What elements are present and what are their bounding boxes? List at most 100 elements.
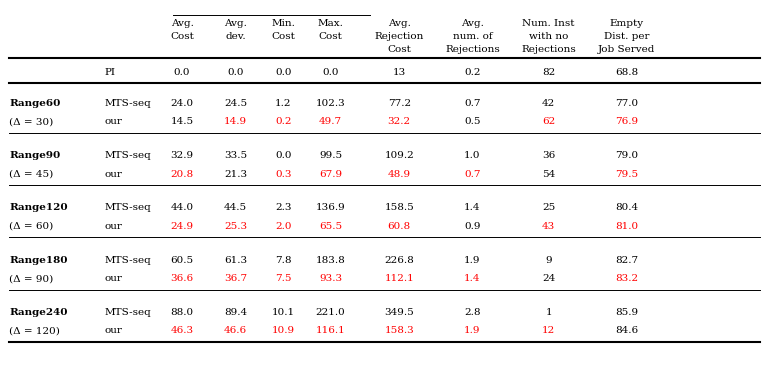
Text: Rejections: Rejections bbox=[445, 45, 500, 54]
Text: 136.9: 136.9 bbox=[316, 203, 346, 213]
Text: (Δ = 60): (Δ = 60) bbox=[9, 222, 54, 231]
Text: with no: with no bbox=[529, 32, 568, 41]
Text: 158.3: 158.3 bbox=[384, 326, 414, 335]
Text: 12: 12 bbox=[542, 326, 555, 335]
Text: 0.0: 0.0 bbox=[227, 68, 243, 77]
Text: 79.0: 79.0 bbox=[615, 151, 638, 160]
Text: our: our bbox=[104, 170, 122, 178]
Text: 60.8: 60.8 bbox=[388, 222, 411, 231]
Text: Range60: Range60 bbox=[9, 99, 60, 108]
Text: PI: PI bbox=[104, 68, 116, 77]
Text: 60.5: 60.5 bbox=[171, 256, 194, 265]
Text: 7.8: 7.8 bbox=[275, 256, 291, 265]
Text: Range180: Range180 bbox=[9, 256, 67, 265]
Text: 14.5: 14.5 bbox=[171, 117, 194, 126]
Text: Range120: Range120 bbox=[9, 203, 67, 213]
Text: 54: 54 bbox=[542, 170, 555, 178]
Text: 36: 36 bbox=[542, 151, 555, 160]
Text: Max.: Max. bbox=[317, 19, 343, 28]
Text: 46.6: 46.6 bbox=[224, 326, 247, 335]
Text: 1.9: 1.9 bbox=[464, 256, 480, 265]
Text: 24: 24 bbox=[542, 274, 555, 283]
Text: 32.2: 32.2 bbox=[388, 117, 411, 126]
Text: (Δ = 45): (Δ = 45) bbox=[9, 170, 54, 178]
Text: 226.8: 226.8 bbox=[384, 256, 414, 265]
Text: MTS-seq: MTS-seq bbox=[104, 256, 151, 265]
Text: Range240: Range240 bbox=[9, 308, 67, 317]
Text: (Δ = 120): (Δ = 120) bbox=[9, 326, 60, 335]
Text: 1.4: 1.4 bbox=[464, 274, 480, 283]
Text: 36.7: 36.7 bbox=[224, 274, 247, 283]
Text: 0.3: 0.3 bbox=[275, 170, 291, 178]
Text: Empty: Empty bbox=[610, 19, 643, 28]
Text: 349.5: 349.5 bbox=[384, 308, 414, 317]
Text: 221.0: 221.0 bbox=[316, 308, 346, 317]
Text: 0.5: 0.5 bbox=[464, 117, 480, 126]
Text: 13: 13 bbox=[392, 68, 406, 77]
Text: 46.3: 46.3 bbox=[171, 326, 194, 335]
Text: dev.: dev. bbox=[225, 32, 246, 41]
Text: Cost: Cost bbox=[319, 32, 343, 41]
Text: 1.0: 1.0 bbox=[464, 151, 480, 160]
Text: MTS-seq: MTS-seq bbox=[104, 151, 151, 160]
Text: 0.0: 0.0 bbox=[174, 68, 190, 77]
Text: 44.5: 44.5 bbox=[224, 203, 247, 213]
Text: 80.4: 80.4 bbox=[615, 203, 638, 213]
Text: 0.0: 0.0 bbox=[275, 68, 291, 77]
Text: 88.0: 88.0 bbox=[171, 308, 194, 317]
Text: 0.2: 0.2 bbox=[464, 68, 480, 77]
Text: num. of: num. of bbox=[453, 32, 492, 41]
Text: 84.6: 84.6 bbox=[615, 326, 638, 335]
Text: 25.3: 25.3 bbox=[224, 222, 247, 231]
Text: 2.3: 2.3 bbox=[275, 203, 291, 213]
Text: 0.9: 0.9 bbox=[464, 222, 480, 231]
Text: 62: 62 bbox=[542, 117, 555, 126]
Text: Rejection: Rejection bbox=[375, 32, 424, 41]
Text: (Δ = 30): (Δ = 30) bbox=[9, 117, 54, 126]
Text: MTS-seq: MTS-seq bbox=[104, 99, 151, 108]
Text: 2.8: 2.8 bbox=[464, 308, 480, 317]
Text: Job Served: Job Served bbox=[597, 45, 655, 54]
Text: 1.4: 1.4 bbox=[464, 203, 480, 213]
Text: 10.1: 10.1 bbox=[272, 308, 295, 317]
Text: 99.5: 99.5 bbox=[319, 151, 342, 160]
Text: 85.9: 85.9 bbox=[615, 308, 638, 317]
Text: 0.2: 0.2 bbox=[275, 117, 291, 126]
Text: 10.9: 10.9 bbox=[272, 326, 295, 335]
Text: our: our bbox=[104, 222, 122, 231]
Text: 36.6: 36.6 bbox=[171, 274, 194, 283]
Text: 49.7: 49.7 bbox=[319, 117, 342, 126]
Text: 14.9: 14.9 bbox=[224, 117, 247, 126]
Text: 48.9: 48.9 bbox=[388, 170, 411, 178]
Text: (Δ = 90): (Δ = 90) bbox=[9, 274, 54, 283]
Text: 32.9: 32.9 bbox=[171, 151, 194, 160]
Text: Cost: Cost bbox=[272, 32, 295, 41]
Text: 183.8: 183.8 bbox=[316, 256, 346, 265]
Text: 24.9: 24.9 bbox=[171, 222, 194, 231]
Text: Cost: Cost bbox=[170, 32, 194, 41]
Text: Dist. per: Dist. per bbox=[604, 32, 649, 41]
Text: Avg.: Avg. bbox=[224, 19, 247, 28]
Text: 112.1: 112.1 bbox=[384, 274, 414, 283]
Text: Rejections: Rejections bbox=[521, 45, 576, 54]
Text: 77.0: 77.0 bbox=[615, 99, 638, 108]
Text: 9: 9 bbox=[545, 256, 552, 265]
Text: our: our bbox=[104, 326, 122, 335]
Text: 158.5: 158.5 bbox=[384, 203, 414, 213]
Text: Range90: Range90 bbox=[9, 151, 60, 160]
Text: 25: 25 bbox=[542, 203, 555, 213]
Text: 79.5: 79.5 bbox=[615, 170, 638, 178]
Text: 0.7: 0.7 bbox=[464, 99, 480, 108]
Text: 24.0: 24.0 bbox=[171, 99, 194, 108]
Text: 0.7: 0.7 bbox=[464, 170, 480, 178]
Text: 81.0: 81.0 bbox=[615, 222, 638, 231]
Text: Avg.: Avg. bbox=[171, 19, 194, 28]
Text: 61.3: 61.3 bbox=[224, 256, 247, 265]
Text: 67.9: 67.9 bbox=[319, 170, 342, 178]
Text: Num. Inst: Num. Inst bbox=[522, 19, 575, 28]
Text: 83.2: 83.2 bbox=[615, 274, 638, 283]
Text: 2.0: 2.0 bbox=[275, 222, 291, 231]
Text: 102.3: 102.3 bbox=[316, 99, 346, 108]
Text: 89.4: 89.4 bbox=[224, 308, 247, 317]
Text: Avg.: Avg. bbox=[461, 19, 484, 28]
